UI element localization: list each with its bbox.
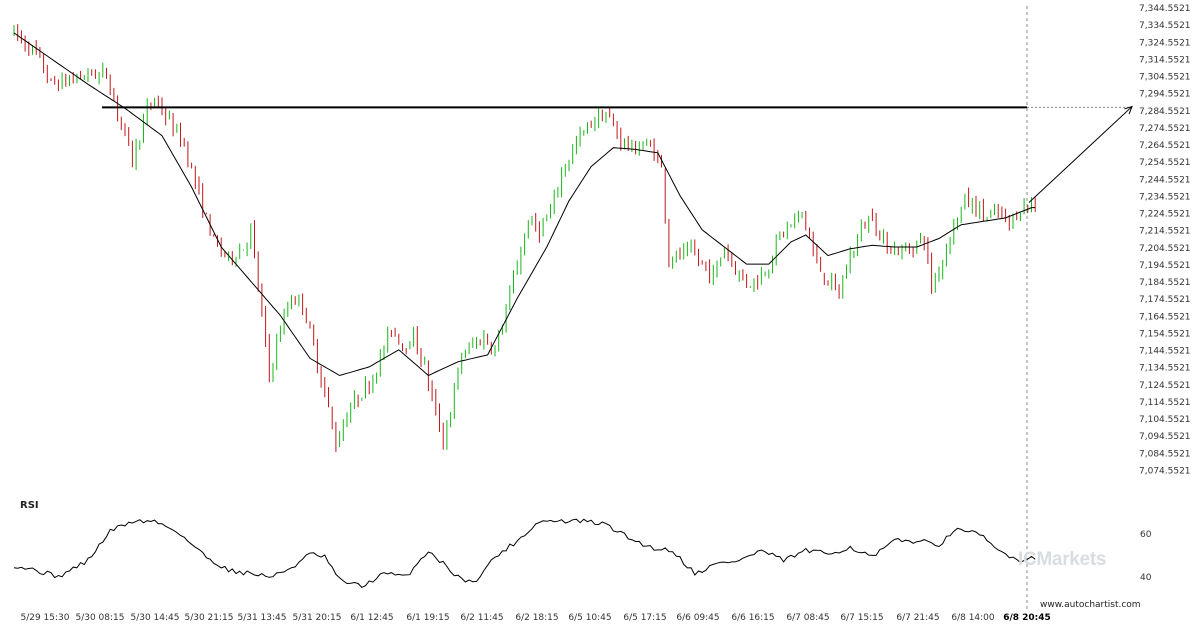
- time-tick-label: 5/30 14:45: [130, 613, 179, 623]
- price-tick-label: 7,324.5521: [1139, 38, 1191, 48]
- rsi-line: [13, 518, 1036, 589]
- brand-logo: ICMarkets: [1018, 549, 1107, 570]
- time-tick-label: 6/7 08:45: [786, 613, 829, 623]
- price-tick-label: 7,094.5521: [1139, 432, 1191, 442]
- price-tick-label: 7,194.5521: [1139, 261, 1191, 271]
- price-tick-label: 7,234.5521: [1139, 192, 1191, 202]
- rsi-panel: RSI 60 40: [13, 500, 1152, 589]
- time-tick-label: 6/8 20:45: [1003, 613, 1051, 623]
- price-tick-label: 7,144.5521: [1139, 347, 1191, 357]
- price-tick-label: 7,104.5521: [1139, 415, 1191, 425]
- breakout-projection-arrow: [1028, 105, 1133, 203]
- price-tick-label: 7,304.5521: [1139, 73, 1191, 83]
- price-tick-label: 7,254.5521: [1139, 158, 1191, 168]
- rsi-tick-60: 60: [1140, 530, 1152, 540]
- price-tick-label: 7,084.5521: [1139, 449, 1191, 459]
- time-tick-label: 5/31 20:15: [292, 613, 341, 623]
- price-tick-label: 7,264.5521: [1139, 141, 1191, 151]
- time-tick-label: 6/1 12:45: [350, 613, 393, 623]
- time-tick-label: 6/6 09:45: [676, 613, 719, 623]
- price-tick-label: 7,134.5521: [1139, 364, 1191, 374]
- rsi-tick-40: 40: [1140, 573, 1152, 583]
- price-tick-label: 7,184.5521: [1139, 278, 1191, 288]
- time-tick-label: 5/30 21:15: [184, 613, 233, 623]
- price-tick-label: 7,174.5521: [1139, 295, 1191, 305]
- price-tick-label: 7,214.5521: [1139, 227, 1191, 237]
- price-tick-label: 7,334.5521: [1139, 21, 1191, 31]
- time-tick-label: 5/31 13:45: [237, 613, 286, 623]
- candles: [13, 24, 1036, 453]
- time-tick-label: 6/1 19:15: [406, 613, 449, 623]
- price-tick-label: 7,284.5521: [1139, 107, 1191, 117]
- time-tick-label: 6/7 15:15: [840, 613, 883, 623]
- price-tick-label: 7,114.5521: [1139, 398, 1191, 408]
- time-tick-label: 6/7 21:45: [896, 613, 939, 623]
- price-tick-label: 7,204.5521: [1139, 244, 1191, 254]
- footer-url[interactable]: www.autochartist.com: [1040, 600, 1141, 610]
- projection-arrow-head: [1124, 105, 1133, 115]
- time-tick-label: 6/5 17:15: [623, 613, 666, 623]
- time-tick-label: 6/2 11:45: [460, 613, 503, 623]
- price-tick-label: 7,154.5521: [1139, 329, 1191, 339]
- price-tick-label: 7,274.5521: [1139, 124, 1191, 134]
- price-tick-label: 7,344.5521: [1139, 4, 1191, 14]
- price-tick-label: 7,294.5521: [1139, 90, 1191, 100]
- price-tick-label: 7,164.5521: [1139, 312, 1191, 322]
- moving-average-line: [13, 32, 1036, 377]
- price-tick-label: 7,314.5521: [1139, 55, 1191, 65]
- price-tick-label: 7,224.5521: [1139, 210, 1191, 220]
- price-tick-label: 7,244.5521: [1139, 175, 1191, 185]
- price-tick-label: 7,074.5521: [1139, 466, 1191, 476]
- time-tick-label: 6/6 16:15: [731, 613, 774, 623]
- time-tick-label: 5/30 08:15: [75, 613, 124, 623]
- time-tick-label: 6/2 18:15: [515, 613, 558, 623]
- projection-arrow-shaft: [1028, 106, 1133, 203]
- time-tick-label: 5/29 15:30: [20, 613, 69, 623]
- time-tick-label: 6/5 10:45: [568, 613, 611, 623]
- price-tick-label: 7,124.5521: [1139, 381, 1191, 391]
- time-axis: 5/29 15:30 5/30 08:15 5/30 14:45 5/30 21:15…: [20, 613, 1050, 623]
- price-axis: 7,344.5521 7,334.5521 7,324.5521 7,314.5521…: [1139, 4, 1191, 476]
- time-tick-label: 6/8 14:00: [951, 613, 995, 623]
- rsi-title: RSI: [20, 500, 39, 511]
